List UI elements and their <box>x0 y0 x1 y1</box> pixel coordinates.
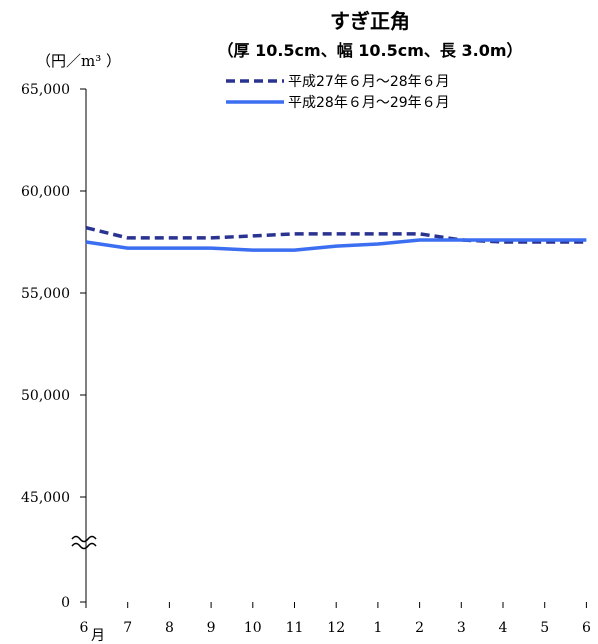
series-line-2 <box>85 238 587 252</box>
legend: 平成27年６月～28年６月 平成28年６月～29年６月 <box>226 74 450 111</box>
y-tick-label: 0 <box>61 595 70 611</box>
axis-break-icon <box>71 535 97 550</box>
legend-label-series-1: 平成27年６月～28年６月 <box>288 74 450 90</box>
series-line-1 <box>85 226 587 244</box>
y-tick-label: 45,000 <box>21 490 70 506</box>
y-tick-label: 55,000 <box>21 286 70 302</box>
y-tick-label: 65,000 <box>21 82 70 98</box>
x-tick-label: 8 <box>165 620 174 636</box>
x-tick-label: 7 <box>123 620 132 636</box>
chart-subtitle: （厚 10.5cm、幅 10.5cm、長 3.0m） <box>218 41 523 60</box>
x-tick-label: 12 <box>327 620 345 636</box>
x-tick-label: 3 <box>457 620 466 636</box>
x-axis-month-label: 月 <box>91 628 105 644</box>
x-tick-label: 6 <box>80 620 89 636</box>
legend-label-series-2: 平成28年６月～29年６月 <box>288 95 450 111</box>
x-tick-label: 10 <box>244 620 262 636</box>
x-tick-label: 4 <box>499 620 508 636</box>
x-tick-label: 9 <box>207 620 216 636</box>
x-tick-label: 11 <box>286 620 304 636</box>
y-tick-label: 60,000 <box>21 184 70 200</box>
y-axis-ticks: 0 45,000 50,000 55,000 60,000 65,000 <box>21 82 86 611</box>
chart-title: すぎ正角 <box>330 9 410 33</box>
x-tick-label: 6 <box>582 620 591 636</box>
series-layer <box>85 226 587 252</box>
x-tick-label: 5 <box>540 620 549 636</box>
y-axis-unit-label: （円／m³ ） <box>36 52 121 70</box>
x-axis-ticks: 6 7 8 9 10 11 12 1 2 3 4 5 6 <box>80 602 591 636</box>
x-tick-label: 1 <box>373 620 382 636</box>
x-tick-label: 2 <box>415 620 424 636</box>
y-tick-label: 50,000 <box>21 388 70 404</box>
